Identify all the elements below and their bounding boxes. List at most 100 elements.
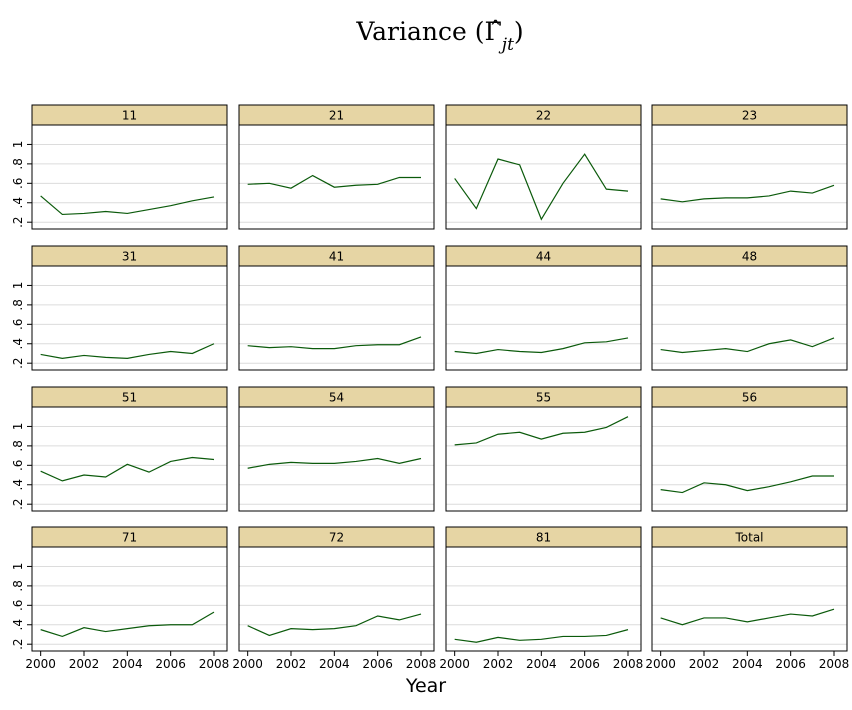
- x-tick-label: 2002: [689, 657, 720, 671]
- y-tick-label: .4: [11, 619, 25, 630]
- plot-frame: [651, 124, 848, 230]
- plot-area: [652, 547, 847, 651]
- x-tick-label: 2004: [732, 657, 763, 671]
- panel-title: 56: [742, 391, 757, 405]
- plot-area: [32, 407, 227, 511]
- y-tick-label: .8: [11, 299, 25, 310]
- panel-title: 54: [329, 391, 344, 405]
- x-tick-label: 2008: [819, 657, 850, 671]
- panel-title: 22: [536, 109, 551, 123]
- x-tick-label: 2002: [276, 657, 307, 671]
- panel-title: 23: [742, 109, 757, 123]
- y-tick-label: 1: [11, 282, 25, 290]
- plot-frame: [31, 406, 228, 512]
- plot-frame: [651, 406, 848, 512]
- plot-frame: [31, 546, 228, 652]
- y-tick-label: .4: [11, 338, 25, 349]
- x-tick-label: 2002: [483, 657, 514, 671]
- plot-area: [446, 547, 641, 651]
- line: [660, 184, 835, 203]
- panel-title: 71: [122, 531, 137, 545]
- plot-frame: [238, 265, 435, 371]
- x-tick-label: 2002: [69, 657, 100, 671]
- plot-area: [239, 266, 434, 370]
- line: [660, 608, 835, 626]
- panel-title: 48: [742, 250, 757, 264]
- y-tick-label: .8: [11, 158, 25, 169]
- plot-area: [239, 547, 434, 651]
- line: [40, 456, 215, 482]
- y-tick-label: .2: [11, 498, 25, 509]
- x-tick-label: 2008: [199, 657, 230, 671]
- x-tick-label: 2006: [569, 657, 600, 671]
- y-tick-label: .2: [11, 638, 25, 649]
- plot-area: [239, 407, 434, 511]
- y-tick-label: 1: [11, 563, 25, 571]
- plot-frame: [651, 546, 848, 652]
- plot-area: [446, 407, 641, 511]
- panel-title: 21: [329, 109, 344, 123]
- plot-area: [32, 266, 227, 370]
- panel-title: 55: [536, 391, 551, 405]
- x-tick-label: 2008: [406, 657, 437, 671]
- x-tick-label: 2000: [439, 657, 470, 671]
- plot-frame: [31, 124, 228, 230]
- x-tick-label: 2004: [319, 657, 350, 671]
- line: [660, 475, 834, 494]
- x-tick-label: 2004: [526, 657, 557, 671]
- x-axis-title: Year: [405, 675, 446, 697]
- line: [40, 343, 215, 359]
- line: [247, 336, 422, 350]
- title-main: Variance (Γ̂: [355, 17, 501, 46]
- line: [40, 195, 215, 216]
- y-tick-label: .6: [11, 600, 25, 611]
- line: [454, 337, 629, 355]
- panel-title: 41: [329, 250, 344, 264]
- plot-area: [446, 125, 641, 229]
- title-end: ): [514, 17, 524, 46]
- line: [247, 613, 422, 637]
- x-tick-label: 2006: [362, 657, 393, 671]
- panel-title: 11: [122, 109, 137, 123]
- y-tick-label: .6: [11, 319, 25, 330]
- y-tick-label: .4: [11, 479, 25, 490]
- y-tick-label: 1: [11, 141, 25, 149]
- x-tick-label: 2000: [645, 657, 676, 671]
- line: [660, 337, 835, 354]
- plot-frame: [238, 406, 435, 512]
- panel-title: 72: [329, 531, 344, 545]
- plot-frame: [445, 124, 642, 230]
- plot-area: [652, 407, 847, 511]
- plot-area: [32, 125, 227, 229]
- panel-title: Total: [734, 531, 763, 545]
- x-tick-label: 2000: [232, 657, 263, 671]
- line: [247, 174, 421, 189]
- line: [40, 611, 215, 638]
- plot-frame: [238, 546, 435, 652]
- plot-frame: [445, 546, 642, 652]
- title-subscript: jt: [498, 35, 514, 55]
- x-tick-label: 2008: [613, 657, 644, 671]
- x-tick-label: 2006: [775, 657, 806, 671]
- plot-area: [446, 266, 641, 370]
- y-tick-label: .4: [11, 197, 25, 208]
- y-tick-label: .6: [11, 460, 25, 471]
- line: [454, 153, 629, 221]
- y-tick-label: 1: [11, 423, 25, 431]
- x-tick-label: 2006: [155, 657, 186, 671]
- y-tick-label: .2: [11, 357, 25, 368]
- plot-frame: [445, 406, 642, 512]
- plot-area: [32, 547, 227, 651]
- line: [454, 629, 629, 643]
- y-tick-label: .6: [11, 178, 25, 189]
- plot-frame: [31, 265, 228, 371]
- y-tick-label: .8: [11, 440, 25, 451]
- panel-title: 81: [536, 531, 551, 545]
- plot-frame: [238, 124, 435, 230]
- line: [247, 457, 422, 469]
- x-tick-label: 2000: [25, 657, 56, 671]
- plot-frame: [445, 265, 642, 371]
- x-tick-label: 2004: [112, 657, 143, 671]
- plot-area: [652, 266, 847, 370]
